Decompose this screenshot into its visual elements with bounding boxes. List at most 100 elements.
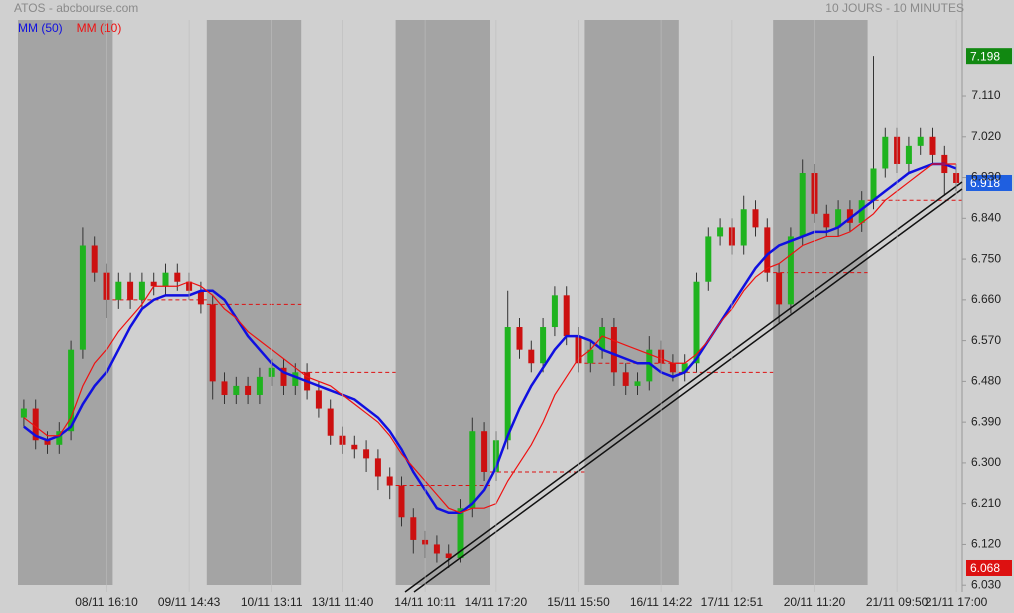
day-shade <box>18 20 113 585</box>
candle-body <box>516 327 523 350</box>
candle-body <box>386 476 393 486</box>
x-tick-label: 10/11 13:11 <box>241 595 303 609</box>
candle-body <box>174 272 181 282</box>
candle-body <box>646 349 653 382</box>
candle-body <box>717 227 724 237</box>
candle-body <box>540 327 547 364</box>
candle-body <box>634 381 641 386</box>
trendline <box>404 181 963 593</box>
candle-body <box>752 209 759 228</box>
x-tick-label: 09/11 14:43 <box>158 595 221 609</box>
candle-body <box>905 145 912 164</box>
candle-body <box>457 508 464 559</box>
candle-body <box>481 431 488 472</box>
candle-body <box>363 449 370 459</box>
legend-entry: MM (50) <box>18 21 63 35</box>
x-tick-label: 13/11 11:40 <box>312 595 374 609</box>
candle-body <box>799 173 806 237</box>
x-tick-label: 17/11 12:51 <box>701 595 764 609</box>
candle-body <box>245 385 252 395</box>
trendline <box>413 188 963 593</box>
candle-body <box>292 372 299 386</box>
candle-body <box>315 390 322 409</box>
candle-body <box>610 327 617 373</box>
candle-body <box>528 349 535 364</box>
candle-body <box>256 376 263 395</box>
candle-body <box>127 281 134 300</box>
candle-body <box>846 209 853 223</box>
x-tick-label: 15/11 15:50 <box>547 595 610 609</box>
candle-body <box>233 385 240 395</box>
candle-body <box>56 431 63 445</box>
candle-body <box>162 272 169 287</box>
candle-body <box>445 553 452 559</box>
x-tick-label: 14/11 17:20 <box>465 595 528 609</box>
candle-body <box>917 136 924 146</box>
chart-subtitle: 10 JOURS - 10 MINUTES <box>825 1 964 15</box>
candle-body <box>32 408 39 441</box>
y-tick-label: 6.750 <box>971 251 1001 265</box>
chart-title: ATOS - abcbourse.com <box>14 1 138 15</box>
x-tick-label: 08/11 16:10 <box>75 595 138 609</box>
candle-body <box>138 281 145 300</box>
price-tag <box>966 559 1012 576</box>
candle-body <box>44 440 51 445</box>
candle-body <box>929 136 936 155</box>
y-tick-label: 6.840 <box>971 210 1001 224</box>
candle-body <box>221 381 228 395</box>
y-tick-label: 6.300 <box>971 455 1001 469</box>
candle-body <box>20 408 27 418</box>
x-tick-label: 21/11 09:50 <box>866 595 929 609</box>
y-tick-label: 6.480 <box>971 374 1001 388</box>
candle-body <box>858 200 865 223</box>
day-shades <box>18 20 868 585</box>
candle-body <box>870 168 877 201</box>
y-tick-label: 6.120 <box>971 537 1001 551</box>
day-shade <box>773 20 868 585</box>
candle-body <box>587 349 594 364</box>
day-shade <box>584 20 679 585</box>
day-shade <box>206 20 302 585</box>
moving-average-line <box>23 163 957 514</box>
x-tick-label: 21/11 17:00 <box>925 595 988 609</box>
candle-body <box>551 295 558 328</box>
y-tick-label: 6.660 <box>971 292 1001 306</box>
y-tick-label: 6.570 <box>971 333 1001 347</box>
y-tick-label: 7.110 <box>971 88 1000 102</box>
x-tick-label: 16/11 14:22 <box>630 595 693 609</box>
candle-body <box>787 236 794 305</box>
candle-body <box>374 458 381 477</box>
candle-body <box>776 272 783 305</box>
candle-body <box>68 349 75 432</box>
candle-body <box>433 544 440 554</box>
price-tag <box>966 48 1012 65</box>
candle-body <box>740 209 747 246</box>
candle-body <box>197 290 204 305</box>
candle-body <box>882 136 889 169</box>
price-tag-label: 7.198 <box>970 49 1000 63</box>
price-tag-label: 6.068 <box>970 561 1000 575</box>
y-tick-label: 6.210 <box>971 496 1001 510</box>
price-tag <box>966 174 1012 191</box>
x-tick-label: 14/11 10:11 <box>394 595 456 609</box>
moving-average-line <box>23 162 957 514</box>
candle-body <box>563 295 570 337</box>
legend: MM (50) MM (10) <box>18 21 121 35</box>
candle-body <box>504 327 511 441</box>
candle-body <box>150 281 157 287</box>
candle-body <box>823 213 830 228</box>
candle-body <box>209 304 216 382</box>
y-tick-label: 7.020 <box>971 129 1001 143</box>
candle-body <box>835 209 842 228</box>
candle-body <box>280 367 287 386</box>
price-tag-label: 6.918 <box>970 176 1000 190</box>
y-tick-label: 6.930 <box>971 170 1001 184</box>
candle-body <box>622 372 629 386</box>
x-tick-label: 20/11 11:20 <box>784 595 846 609</box>
candle-body <box>91 245 98 273</box>
candle-body <box>681 363 688 373</box>
candle-body <box>764 227 771 273</box>
y-tick-label: 6.030 <box>971 577 1001 591</box>
candle-body <box>669 363 676 373</box>
